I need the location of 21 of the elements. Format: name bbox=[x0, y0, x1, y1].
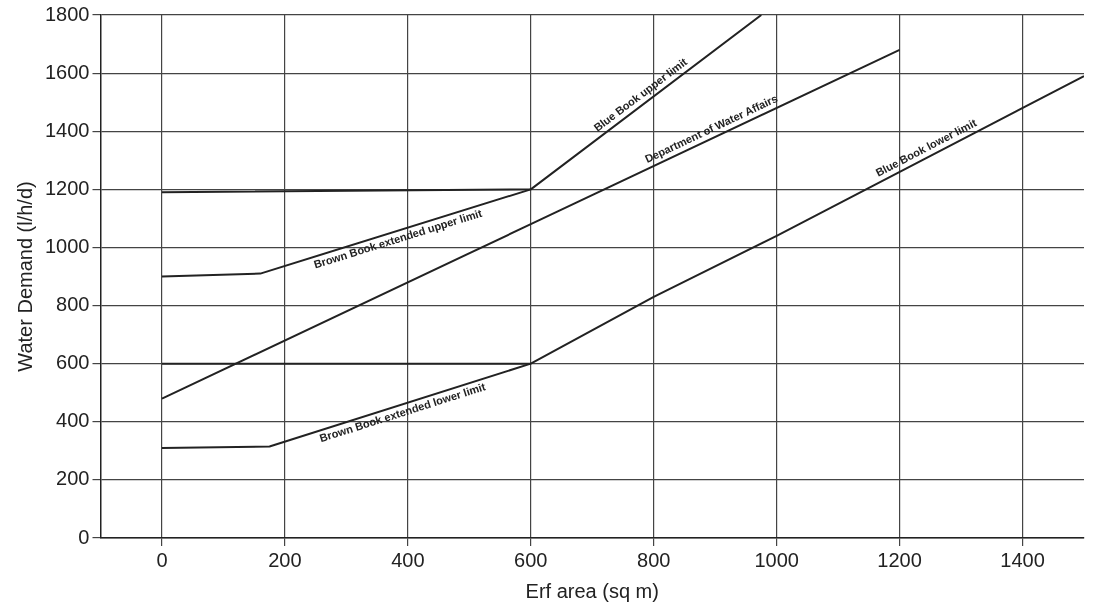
y-tick-label: 1800 bbox=[44, 2, 90, 25]
y-axis-title: Water Demand (l/h/d) bbox=[13, 181, 36, 372]
y-tick-label: 200 bbox=[56, 467, 90, 490]
x-tick-label: 600 bbox=[514, 548, 548, 571]
x-tick-label: 1400 bbox=[1000, 548, 1045, 571]
y-tick-label: 800 bbox=[56, 293, 90, 316]
x-tick-label: 200 bbox=[268, 548, 302, 571]
x-tick-label: 800 bbox=[637, 548, 671, 571]
y-tick-label: 0 bbox=[78, 525, 90, 548]
text: Blue Book lower limit bbox=[873, 116, 979, 179]
y-tick-label: 600 bbox=[56, 351, 90, 374]
y-tick-label: 1400 bbox=[44, 118, 90, 141]
x-tick-label: 1200 bbox=[877, 548, 922, 571]
x-tick-label: 0 bbox=[156, 548, 168, 571]
x-tick-label: 1000 bbox=[754, 548, 799, 571]
y-tick-label: 1600 bbox=[44, 60, 90, 83]
y-tick-label: 400 bbox=[56, 409, 90, 432]
y-tick-label: 1200 bbox=[44, 176, 90, 199]
y-tick-label: 1000 bbox=[44, 234, 90, 257]
x-axis-title: Erf area (sq m) bbox=[525, 579, 659, 602]
x-tick-label: 400 bbox=[391, 548, 425, 571]
